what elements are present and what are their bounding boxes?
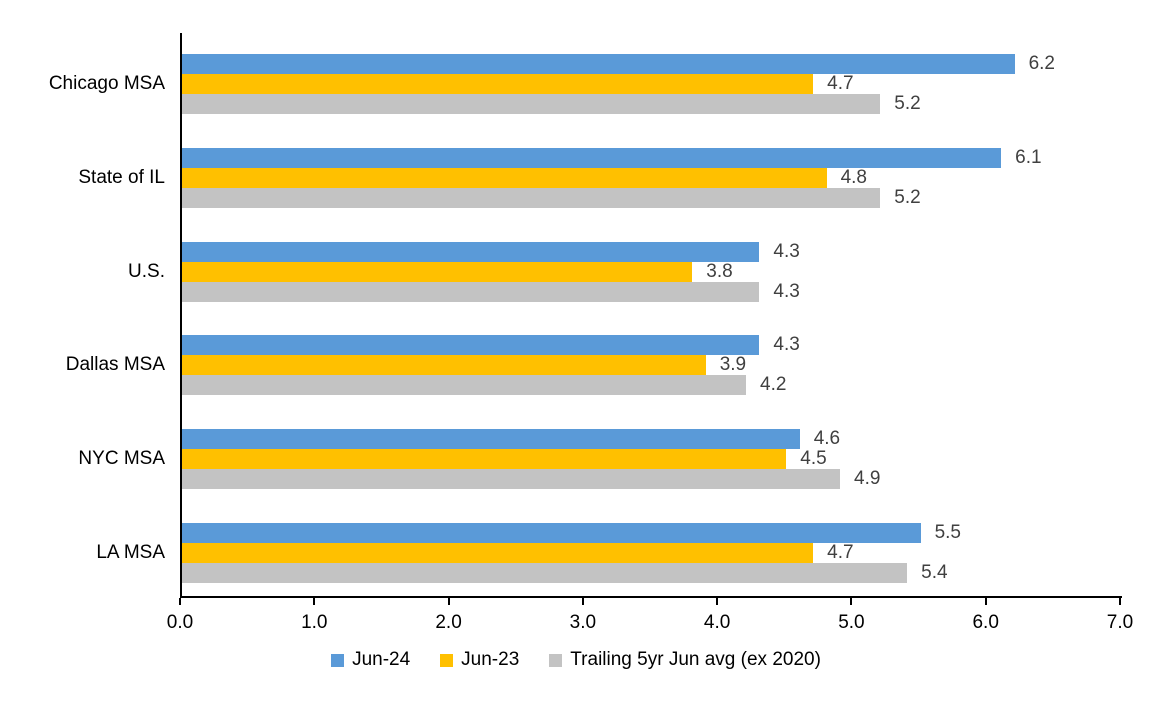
data-label: 5.4 [921, 562, 948, 584]
bar-row: 6.2 [182, 52, 1122, 74]
category-label: Chicago MSA [48, 72, 165, 94]
bar-trailing-5yr-jun-avg-ex-2020- [182, 375, 746, 396]
chart-legend: Jun-24 Jun-23 Trailing 5yr Jun avg (ex 202… [0, 649, 1152, 671]
bar-row: 4.3 [182, 240, 1122, 262]
bar-row: 4.7 [182, 542, 1122, 564]
legend-label: Jun-23 [461, 649, 520, 670]
data-label: 5.5 [934, 522, 961, 544]
data-label: 4.2 [760, 374, 787, 396]
x-tick-label: 0.0 [166, 612, 194, 633]
bar-jun-23 [182, 167, 827, 188]
category-label: U.S. [128, 260, 165, 282]
bar-row: 5.5 [182, 522, 1122, 544]
bar-row: 4.6 [182, 428, 1122, 450]
data-label: 3.8 [706, 260, 733, 282]
legend-swatch-icon [331, 653, 345, 667]
data-label: 6.2 [1028, 52, 1055, 74]
x-tick-mark [1119, 598, 1121, 605]
data-label: 4.8 [840, 166, 867, 188]
x-tick-mark [447, 598, 450, 605]
x-tick-label: 6.0 [972, 612, 999, 633]
bar-trailing-5yr-jun-avg-ex-2020- [182, 187, 881, 208]
bar-jun-24 [182, 241, 760, 262]
bar-row: 5.2 [182, 186, 1122, 208]
bar-row: 3.8 [182, 260, 1122, 282]
bar-jun-23 [182, 261, 693, 282]
bar-row: 4.8 [182, 166, 1122, 188]
bar-trailing-5yr-jun-avg-ex-2020- [182, 563, 908, 584]
bar-jun-24 [182, 523, 921, 544]
bar-row: 5.2 [182, 92, 1122, 114]
bar-row: 4.2 [182, 374, 1122, 396]
bar-trailing-5yr-jun-avg-ex-2020- [182, 93, 881, 114]
bar-row: 5.4 [182, 562, 1122, 584]
bar-trailing-5yr-jun-avg-ex-2020- [182, 281, 760, 302]
legend-swatch-icon [440, 653, 454, 667]
bar-jun-23 [182, 73, 814, 94]
bar-jun-23 [182, 355, 706, 376]
data-label: 3.9 [719, 354, 747, 376]
x-tick-mark [984, 598, 987, 605]
legend-label: Trailing 5yr Jun avg (ex 2020) [570, 649, 821, 670]
x-tick-label: 7.0 [1106, 612, 1134, 633]
data-label: 4.3 [773, 240, 800, 262]
x-tick-mark [716, 598, 719, 605]
legend-item-jun-24: Jun-24 [331, 649, 410, 671]
data-label: 4.3 [773, 334, 800, 356]
data-label: 5.2 [894, 92, 921, 114]
legend-label: Jun-24 [352, 649, 411, 670]
data-label: 4.6 [813, 428, 841, 450]
x-tick-mark [850, 598, 853, 605]
data-label: 4.5 [800, 448, 827, 470]
bar-row: 4.5 [182, 448, 1122, 470]
bar-trailing-5yr-jun-avg-ex-2020- [182, 469, 840, 490]
bar-row: 4.9 [182, 468, 1122, 490]
x-tick-label: 5.0 [838, 612, 865, 633]
bar-row: 3.9 [182, 354, 1122, 376]
data-label: 4.3 [773, 280, 800, 302]
legend-swatch-icon [549, 653, 563, 667]
data-label: 5.2 [894, 186, 921, 208]
data-label: 4.7 [827, 72, 854, 94]
bar-jun-24 [182, 335, 760, 356]
bar-row: 6.1 [182, 146, 1122, 168]
data-label: 6.1 [1015, 146, 1042, 168]
bar-jun-24 [182, 429, 800, 450]
x-tick-label: 3.0 [569, 612, 597, 633]
data-label: 4.9 [854, 468, 881, 490]
bar-jun-23 [182, 449, 787, 470]
bar-row: 4.3 [182, 280, 1122, 302]
bar-jun-24 [182, 53, 1015, 74]
category-label: LA MSA [96, 542, 165, 564]
legend-item-jun-23: Jun-23 [440, 649, 519, 671]
x-tick-mark [313, 598, 316, 605]
x-tick-label: 2.0 [435, 612, 462, 633]
bar-jun-23 [182, 543, 814, 564]
data-label: 4.7 [827, 542, 854, 564]
x-tick-mark [581, 598, 584, 605]
plot-area: 6.2 4.7 5.2 6.1 4.8 5.2 4.3 3.8 4.3 4.3 3.9 4.2 4.6 4… [180, 33, 1122, 598]
bar-row: 4.3 [182, 334, 1122, 356]
bar-row: 4.7 [182, 72, 1122, 94]
category-label: State of IL [78, 166, 165, 188]
x-tick-label: 4.0 [703, 612, 731, 633]
bar-jun-24 [182, 147, 1002, 168]
legend-item-trailing-5yr-jun-avg-ex-2020-: Trailing 5yr Jun avg (ex 2020) [549, 649, 821, 671]
x-tick-mark [179, 598, 181, 605]
category-label: NYC MSA [78, 448, 165, 470]
category-label: Dallas MSA [65, 354, 165, 376]
x-tick-label: 1.0 [301, 612, 328, 633]
